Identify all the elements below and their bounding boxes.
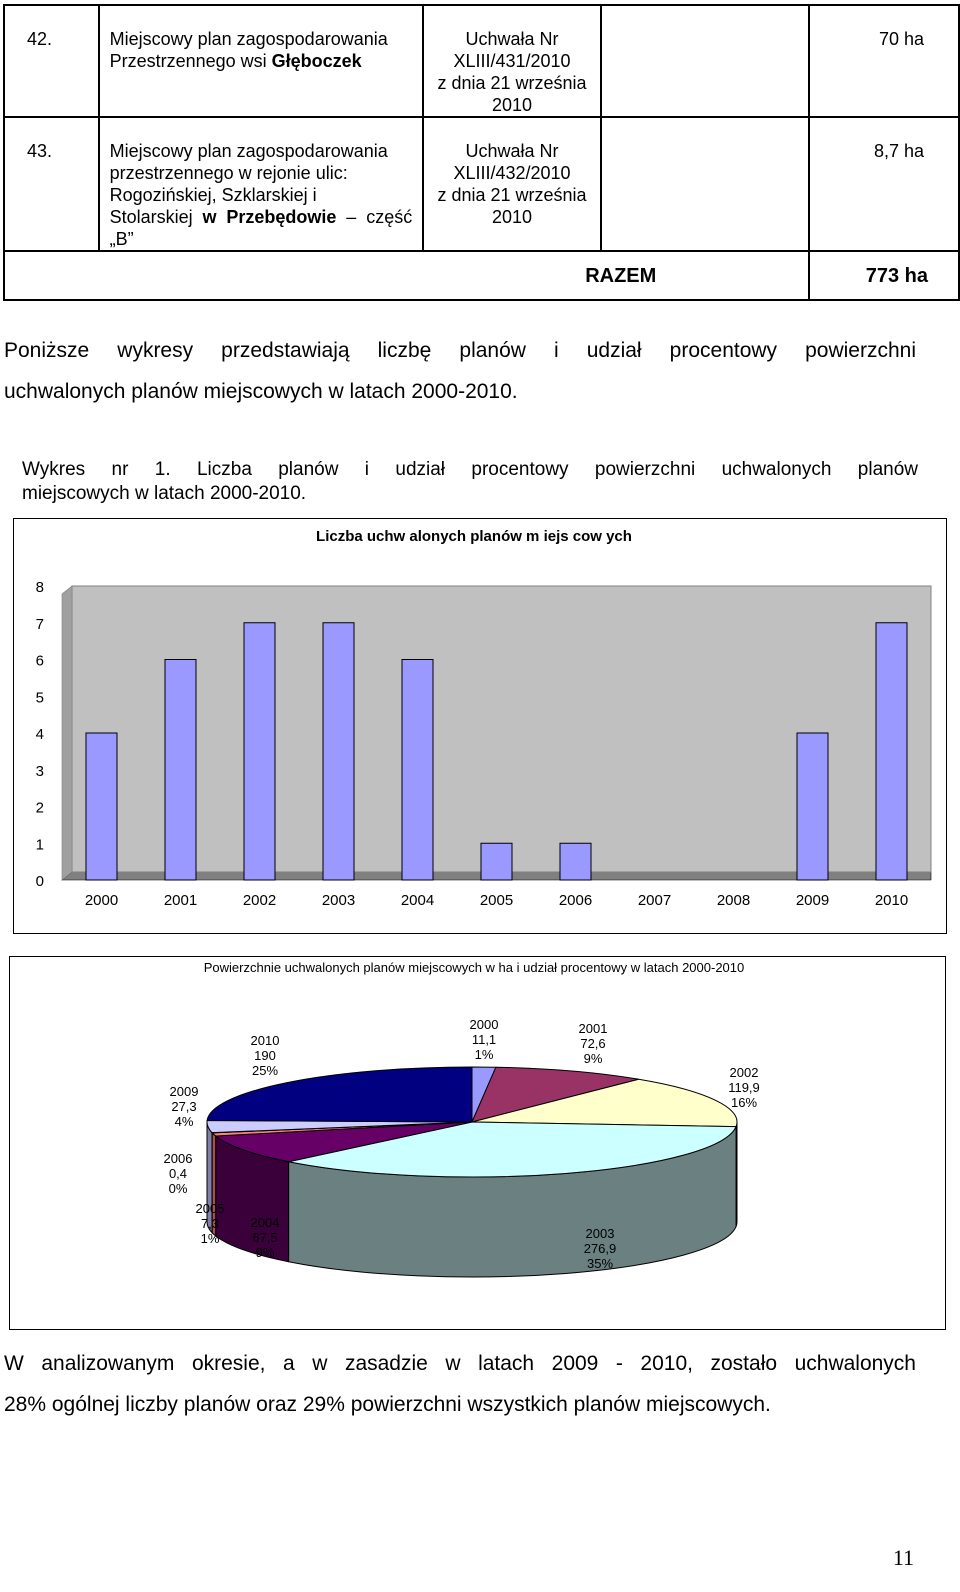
pie-slice bbox=[206, 1066, 473, 1123]
y-tick-label: 1 bbox=[36, 836, 44, 853]
plan-name: Miejscowy plan zagospodarowania Przestrz… bbox=[97, 4, 425, 118]
plot-area bbox=[71, 585, 932, 873]
x-tick-label: 2001 bbox=[164, 892, 197, 909]
bar-chart-svg: Liczba uchw alonych planów m iejs cow yc… bbox=[36, 528, 932, 909]
y-tick-label: 7 bbox=[36, 616, 44, 633]
x-tick-label: 2009 bbox=[796, 892, 829, 909]
slice-label-value: 276,9 bbox=[584, 1241, 617, 1256]
slice-label-pct: 1% bbox=[475, 1047, 494, 1062]
slice-label-value: 190 bbox=[254, 1048, 276, 1063]
plans-table: 42. Miejscowy plan zagospodarowania Prze… bbox=[2, 4, 960, 301]
slice-label-value: 0,4 bbox=[169, 1166, 187, 1181]
slice-label-year: 2005 bbox=[196, 1201, 225, 1216]
summary-paragraph: W analizowanym okresie, a w zasadzie w l… bbox=[4, 1352, 916, 1416]
x-tick-label: 2007 bbox=[638, 892, 671, 909]
chart-title: Liczba uchw alonych planów m iejs cow yc… bbox=[316, 528, 632, 545]
row-number: 43. bbox=[3, 116, 100, 252]
bar bbox=[480, 842, 513, 881]
total-label: RAZEM bbox=[2, 250, 811, 301]
slice-label-year: 2000 bbox=[470, 1017, 499, 1032]
pie-slice bbox=[214, 1121, 473, 1163]
y-tick-label: 2 bbox=[36, 800, 44, 817]
chart-title: Powierzchnie uchwalonych planów miejscow… bbox=[204, 960, 745, 975]
bar bbox=[243, 622, 276, 881]
intro-paragraph: Poniższe wykresy przedstawiają liczbę pl… bbox=[4, 339, 916, 403]
x-tick-label: 2003 bbox=[322, 892, 355, 909]
x-tick-label: 2005 bbox=[480, 892, 513, 909]
bar bbox=[875, 622, 908, 881]
slice-label-value: 72,6 bbox=[580, 1036, 605, 1051]
slice-label-pct: 16% bbox=[731, 1095, 757, 1110]
slice-label-year: 2004 bbox=[251, 1215, 280, 1230]
y-tick-label: 4 bbox=[36, 726, 44, 743]
pie-chart-svg: Powierzchnie uchwalonych planów miejscow… bbox=[164, 960, 760, 1278]
slice-label-pct: 9% bbox=[256, 1245, 275, 1260]
x-tick-label: 2010 bbox=[875, 892, 908, 909]
y-tick-label: 0 bbox=[36, 873, 44, 890]
chart-caption: Wykres nr 1. Liczba planów i udział proc… bbox=[22, 459, 918, 504]
empty-cell bbox=[599, 116, 811, 252]
slice-label-pct: 4% bbox=[175, 1114, 194, 1129]
slice-label-pct: 0% bbox=[169, 1181, 188, 1196]
x-tick-label: 2000 bbox=[85, 892, 118, 909]
resolution: Uchwała Nr XLIII/431/2010 z dnia 21 wrze… bbox=[422, 4, 602, 118]
slice-label-value: 119,9 bbox=[728, 1080, 760, 1095]
bar-chart: Liczba uchw alonych planów m iejs cow yc… bbox=[13, 518, 947, 934]
y-tick-label: 3 bbox=[36, 763, 44, 780]
slice-label-value: 11,1 bbox=[472, 1032, 496, 1047]
slice-label-year: 2003 bbox=[586, 1226, 615, 1241]
y-tick-label: 8 bbox=[36, 579, 44, 596]
bar bbox=[85, 732, 118, 881]
table-row: 43. Miejscowy plan zagospodarowania prze… bbox=[3, 116, 960, 252]
y-tick-label: 5 bbox=[36, 689, 44, 706]
slice-label-year: 2001 bbox=[579, 1021, 608, 1036]
x-tick-label: 2008 bbox=[717, 892, 750, 909]
total-value: 773 ha bbox=[808, 250, 960, 301]
table-row: 42. Miejscowy plan zagospodarowania Prze… bbox=[3, 4, 960, 118]
plan-area: 70 ha bbox=[808, 4, 960, 118]
pie-slice bbox=[471, 1078, 738, 1128]
slice-label-year: 2009 bbox=[170, 1084, 199, 1099]
page-number: 11 bbox=[892, 1545, 914, 1570]
slice-label-value: 27,3 bbox=[171, 1099, 196, 1114]
slice-label-pct: 25% bbox=[252, 1063, 278, 1078]
resolution: Uchwała Nr XLIII/432/2010 z dnia 21 wrze… bbox=[422, 116, 602, 252]
bar bbox=[559, 842, 592, 881]
table-total-row: RAZEM 773 ha bbox=[2, 250, 960, 301]
slice-label-value: 7,3 bbox=[201, 1216, 219, 1231]
slice-label-value: 67,5 bbox=[252, 1230, 277, 1245]
pie-slice bbox=[471, 1066, 639, 1123]
slice-label-pct: 1% bbox=[201, 1231, 220, 1246]
slice-label-year: 2002 bbox=[730, 1065, 759, 1080]
bar bbox=[796, 732, 829, 881]
slice-label-year: 2010 bbox=[251, 1033, 280, 1048]
pie-slice bbox=[288, 1121, 737, 1178]
y-tick-label: 6 bbox=[36, 653, 44, 670]
x-tick-label: 2006 bbox=[559, 892, 592, 909]
pie-chart: Powierzchnie uchwalonych planów miejscow… bbox=[9, 956, 946, 1330]
slice-label-pct: 9% bbox=[584, 1051, 603, 1066]
slice-label-year: 2006 bbox=[164, 1151, 193, 1166]
plan-name: Miejscowy plan zagospodarowania przestrz… bbox=[97, 116, 425, 252]
empty-cell bbox=[599, 4, 811, 118]
slice-label-pct: 35% bbox=[587, 1256, 613, 1271]
plan-area: 8,7 ha bbox=[808, 116, 960, 252]
plot-side-wall bbox=[61, 585, 73, 881]
x-tick-label: 2002 bbox=[243, 892, 276, 909]
row-number: 42. bbox=[3, 4, 100, 118]
x-tick-label: 2004 bbox=[401, 892, 434, 909]
bar bbox=[164, 659, 197, 881]
bar bbox=[401, 659, 434, 881]
bar bbox=[322, 622, 355, 881]
